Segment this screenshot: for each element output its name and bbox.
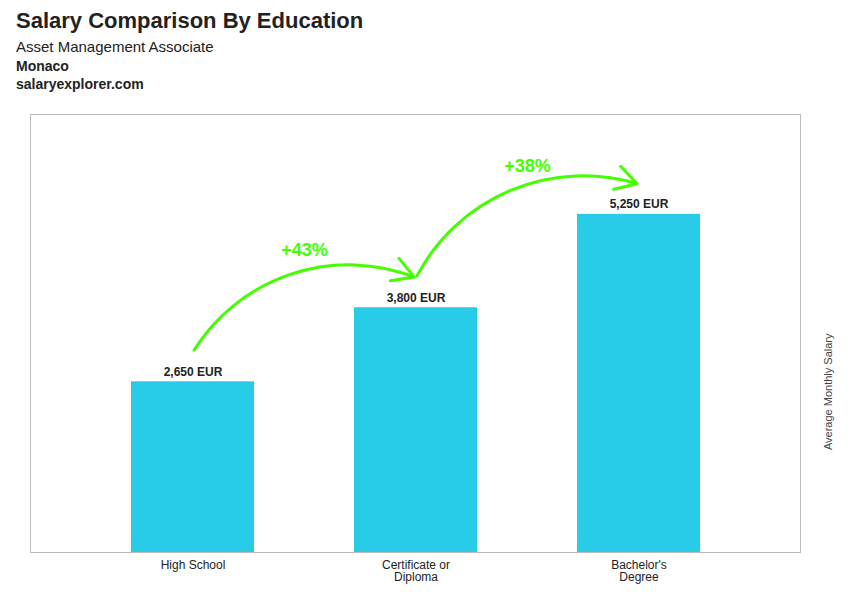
- svg-text:3,800 EUR: 3,800 EUR: [387, 291, 446, 305]
- svg-text:Average Monthly Salary: Average Monthly Salary: [822, 333, 834, 450]
- svg-text:5,250 EUR: 5,250 EUR: [610, 197, 669, 211]
- svg-text:2,650 EUR: 2,650 EUR: [164, 365, 223, 379]
- svg-text:+38%: +38%: [504, 156, 551, 176]
- svg-text:Bachelor'sDegree: Bachelor'sDegree: [611, 558, 667, 584]
- html-text:Salary Comparison By Education: Salary Comparison By Education: [16, 8, 364, 33]
- svg-text:High School: High School: [161, 558, 226, 572]
- html-text:salaryexplorer.com: salaryexplorer.com: [16, 76, 144, 92]
- html-text:Asset Management Associate: Asset Management Associate: [16, 38, 214, 55]
- svg-text:+43%: +43%: [281, 240, 328, 260]
- svg-text:Certificate orDiploma: Certificate orDiploma: [382, 558, 450, 584]
- html-text:Monaco: Monaco: [16, 58, 69, 74]
